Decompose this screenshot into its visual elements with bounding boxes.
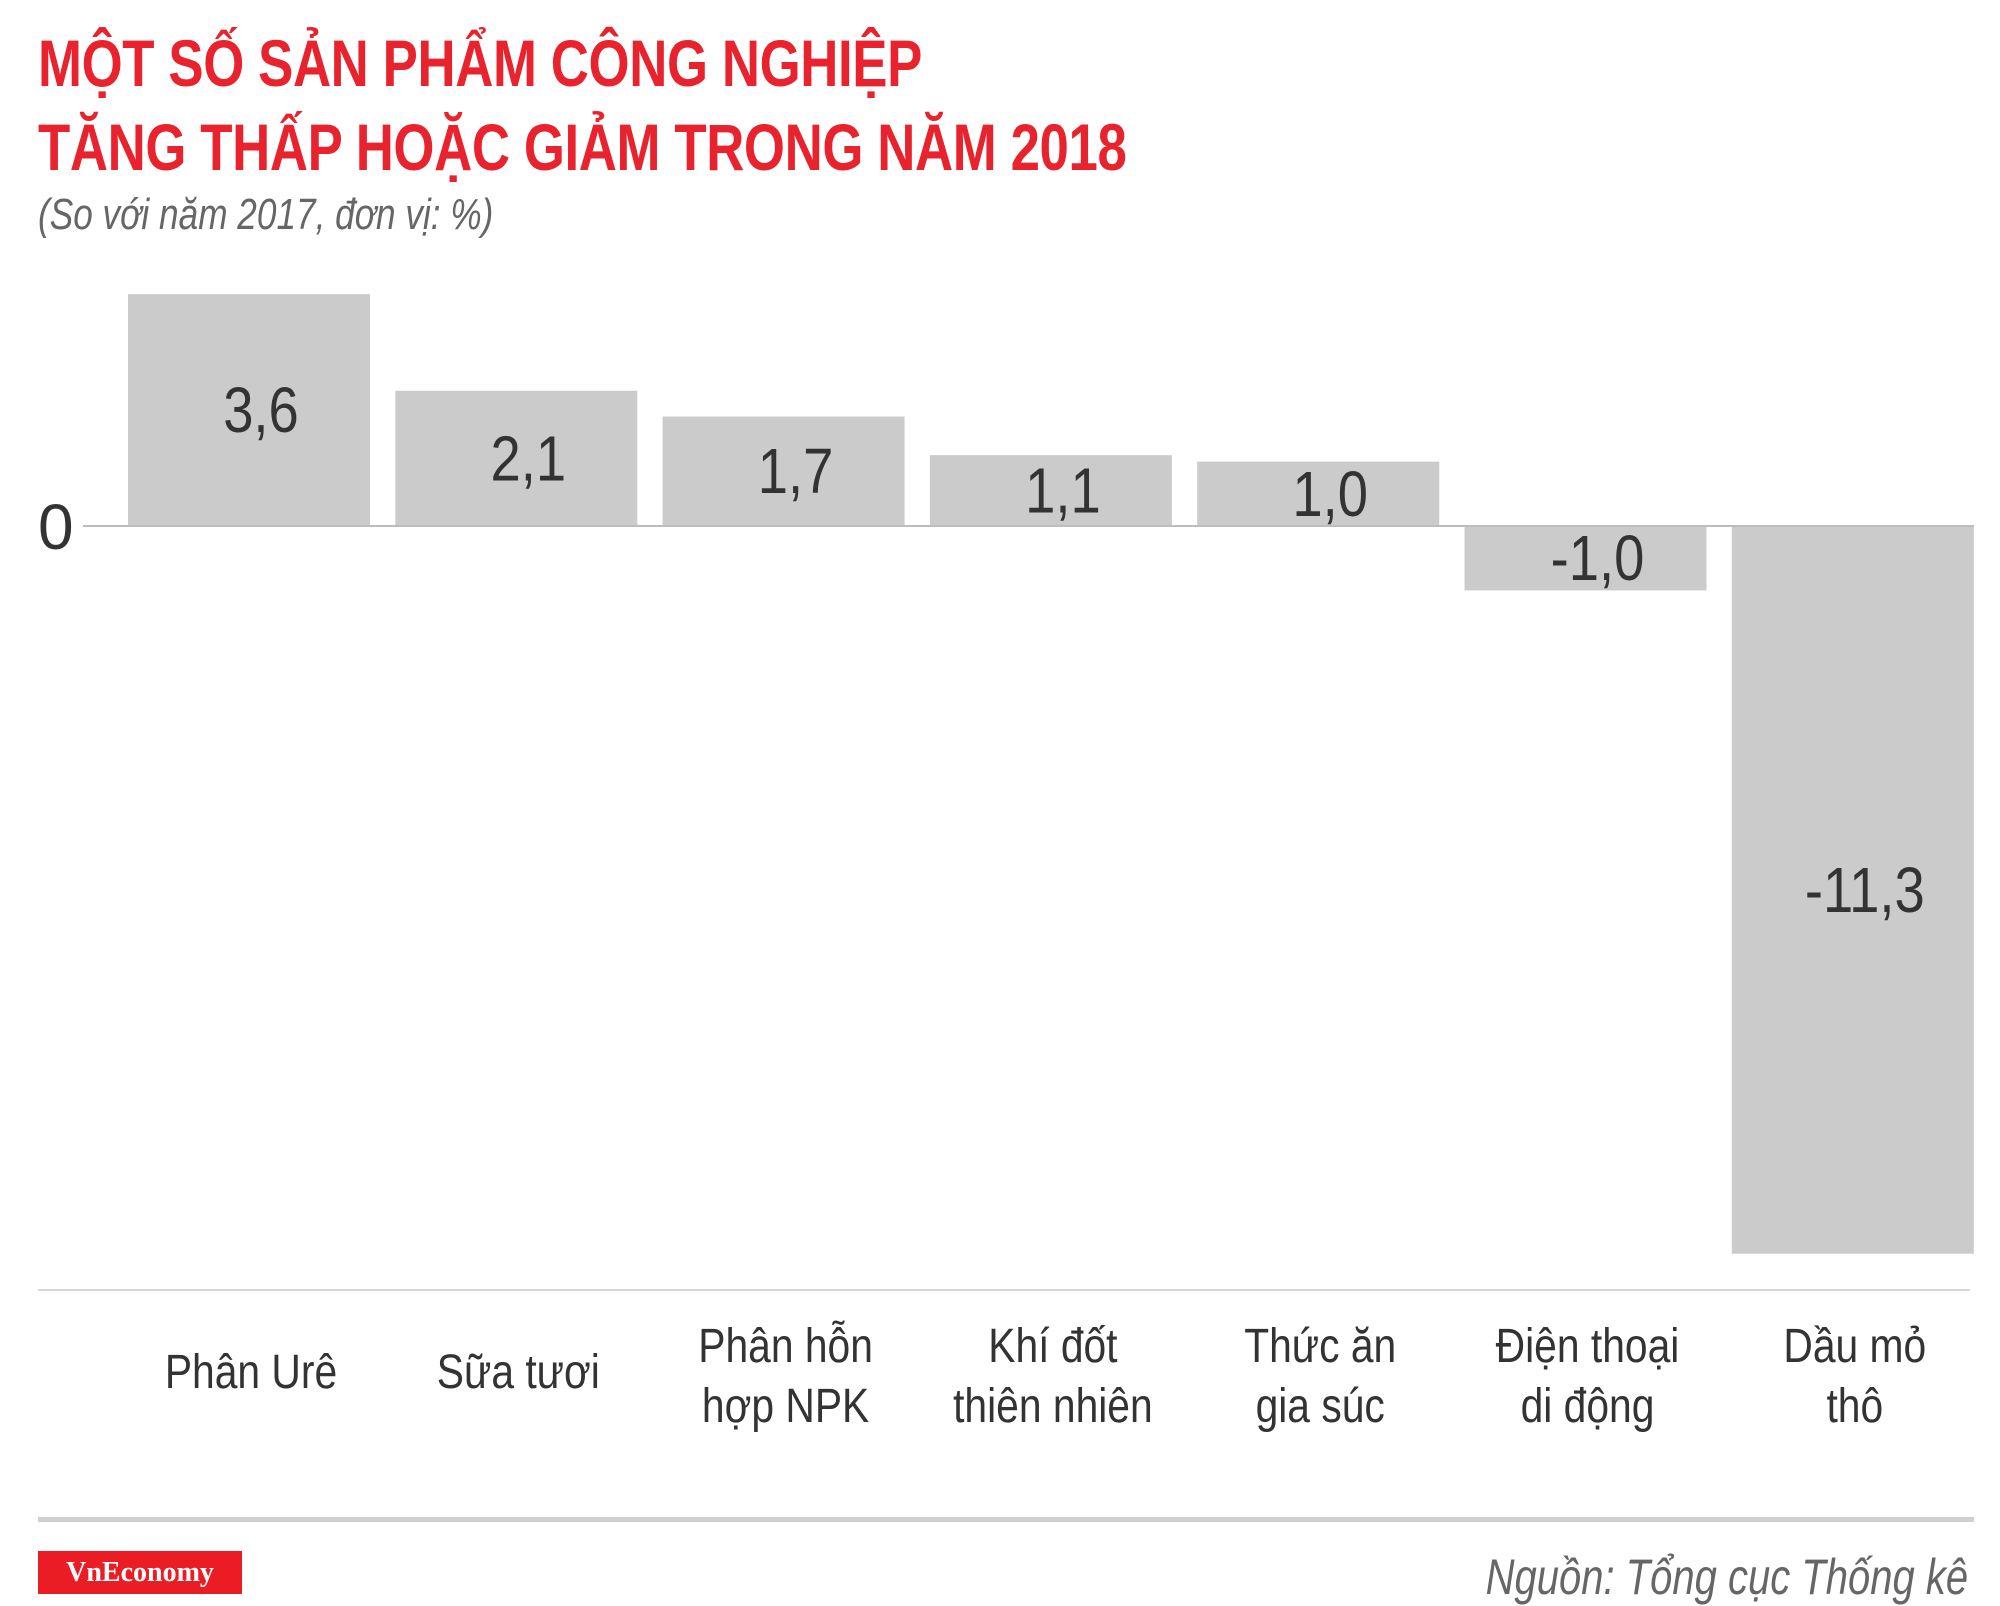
category-label-1-0: Sữa tươi [437, 1346, 600, 1399]
bar-1 [395, 390, 638, 526]
category-label-3-0: Khí đốt [988, 1320, 1118, 1373]
category-label-3-1: thiên nhiên [953, 1380, 1153, 1433]
category-label-4-0: Thức ăn [1244, 1320, 1396, 1373]
data-label-3: 1,1 [1025, 454, 1101, 526]
category-label-6-1: thô [1826, 1380, 1883, 1433]
category-label-5-1: di động [1521, 1380, 1655, 1433]
data-label-0: 3,6 [223, 374, 299, 446]
title-line-1: MỘT SỐ SẢN PHẨM CÔNG NGHIỆP [38, 26, 922, 100]
bar-4 [1197, 461, 1440, 526]
bar-2 [662, 416, 905, 526]
subtitle: (So với năm 2017, đơn vị: %) [38, 190, 494, 239]
category-label-2-1: hợp NPK [702, 1380, 870, 1433]
category-label-6-0: Dầu mỏ [1783, 1320, 1926, 1373]
data-label-1: 2,1 [490, 422, 566, 494]
bar-5 [1464, 526, 1707, 591]
category-label-2-0: Phân hỗn [698, 1320, 873, 1373]
bar-0 [128, 294, 370, 526]
category-label-0-0: Phân Urê [165, 1346, 337, 1399]
data-label-4: 1,0 [1292, 458, 1368, 530]
data-label-5: -1,0 [1551, 522, 1645, 594]
bar-6 [1731, 526, 1974, 1254]
category-label-4-1: gia súc [1256, 1380, 1385, 1433]
source-note: Nguồn: Tổng cục Thống kê [1485, 1549, 1968, 1605]
title-line-2: TĂNG THẤP HOẶC GIẢM TRONG NĂM 2018 [38, 110, 1127, 184]
footer-divider [38, 1517, 1974, 1522]
vneconomy-logo: VnEconomy [38, 1551, 242, 1594]
data-label-2: 1,7 [758, 435, 834, 507]
y-tick-label-0: 0 [38, 491, 74, 563]
bar-3 [929, 455, 1172, 526]
category-label-5-0: Điện thoại [1496, 1320, 1680, 1373]
data-label-6: -11,3 [1805, 854, 1925, 926]
